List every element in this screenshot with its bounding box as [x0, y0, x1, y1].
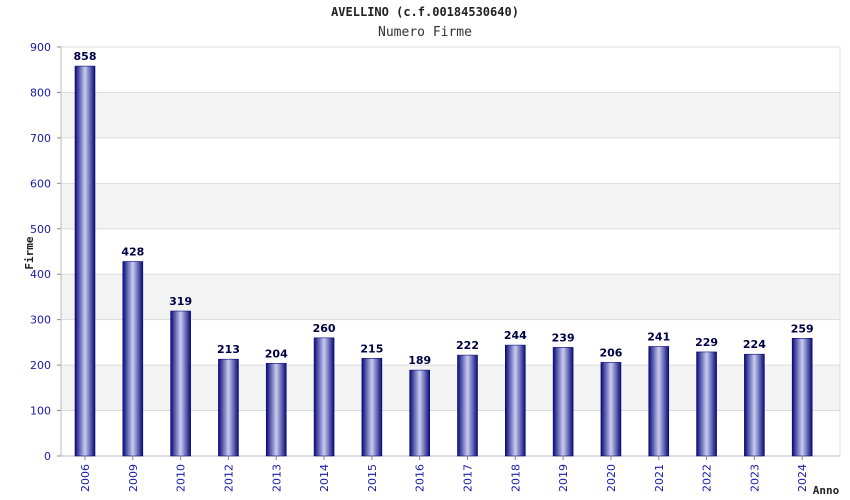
x-tick-label-2014: 2014 [318, 464, 331, 492]
y-axis-label: Firme [23, 236, 36, 269]
x-tick-label-2018: 2018 [509, 464, 522, 492]
bar-2006 [74, 65, 96, 457]
x-tick-label-2010: 2010 [175, 464, 188, 492]
y-tick-label: 300 [30, 314, 51, 327]
value-label-2017: 222 [456, 339, 479, 352]
chart-subtitle: Numero Firme [378, 25, 472, 40]
value-label-2013: 204 [265, 347, 288, 360]
value-label-2009: 428 [121, 245, 144, 258]
bar-2013 [265, 362, 287, 457]
bar-2024 [791, 337, 813, 457]
bar-2022 [696, 351, 717, 457]
x-tick-label-2016: 2016 [414, 464, 427, 492]
y-tick-label: 900 [30, 41, 51, 54]
bar-2012 [218, 358, 239, 457]
bar-2016 [409, 369, 430, 457]
value-label-2023: 224 [743, 338, 766, 351]
value-label-2018: 244 [504, 329, 527, 342]
value-label-2021: 241 [647, 330, 670, 343]
x-axis-label: Anno [813, 484, 840, 497]
bar-2009 [122, 261, 144, 457]
y-tick-label: 0 [44, 450, 51, 463]
bar-2018 [505, 344, 526, 457]
y-tick-label: 700 [30, 132, 51, 145]
value-label-2019: 239 [552, 331, 575, 344]
x-tick-label-2015: 2015 [366, 464, 379, 492]
value-label-2014: 260 [313, 322, 336, 335]
value-label-2016: 189 [408, 354, 431, 367]
x-tick-label-2019: 2019 [557, 464, 570, 492]
x-tick-label-2024: 2024 [796, 464, 809, 492]
value-label-2010: 319 [169, 295, 192, 308]
y-tick-label: 500 [30, 223, 51, 236]
x-tick-label-2020: 2020 [605, 464, 618, 492]
chart-title: AVELLINO (c.f.00184530640) [331, 5, 519, 19]
bar-2021 [648, 346, 670, 457]
bar-2020 [600, 362, 622, 457]
x-tick-label-2012: 2012 [222, 464, 235, 492]
y-tick-label: 400 [30, 268, 51, 281]
value-label-2006: 858 [74, 50, 97, 63]
x-tick-label-2006: 2006 [79, 464, 92, 492]
bar-2023 [744, 353, 765, 457]
y-tick-label: 200 [30, 359, 51, 372]
value-label-2024: 259 [791, 322, 814, 335]
bar-2010 [170, 310, 191, 457]
x-tick-label-2017: 2017 [462, 464, 475, 492]
bar-2015 [361, 357, 383, 457]
value-label-2015: 215 [360, 342, 383, 355]
x-tick-label-2009: 2009 [127, 464, 140, 492]
bar-2019 [552, 347, 574, 457]
x-tick-label-2022: 2022 [701, 464, 714, 492]
grid-band [61, 183, 840, 229]
x-tick-label-2023: 2023 [748, 464, 761, 492]
value-label-2012: 213 [217, 343, 240, 356]
x-tick-label-2021: 2021 [653, 464, 666, 492]
y-tick-label: 800 [30, 86, 51, 99]
grid-band [61, 92, 840, 138]
bar-2017 [457, 354, 478, 457]
bar-2014 [313, 337, 335, 457]
y-tick-label: 100 [30, 405, 51, 418]
x-tick-label-2013: 2013 [270, 464, 283, 492]
value-label-2022: 229 [695, 336, 718, 349]
y-tick-label: 600 [30, 177, 51, 190]
value-label-2020: 206 [599, 346, 622, 359]
